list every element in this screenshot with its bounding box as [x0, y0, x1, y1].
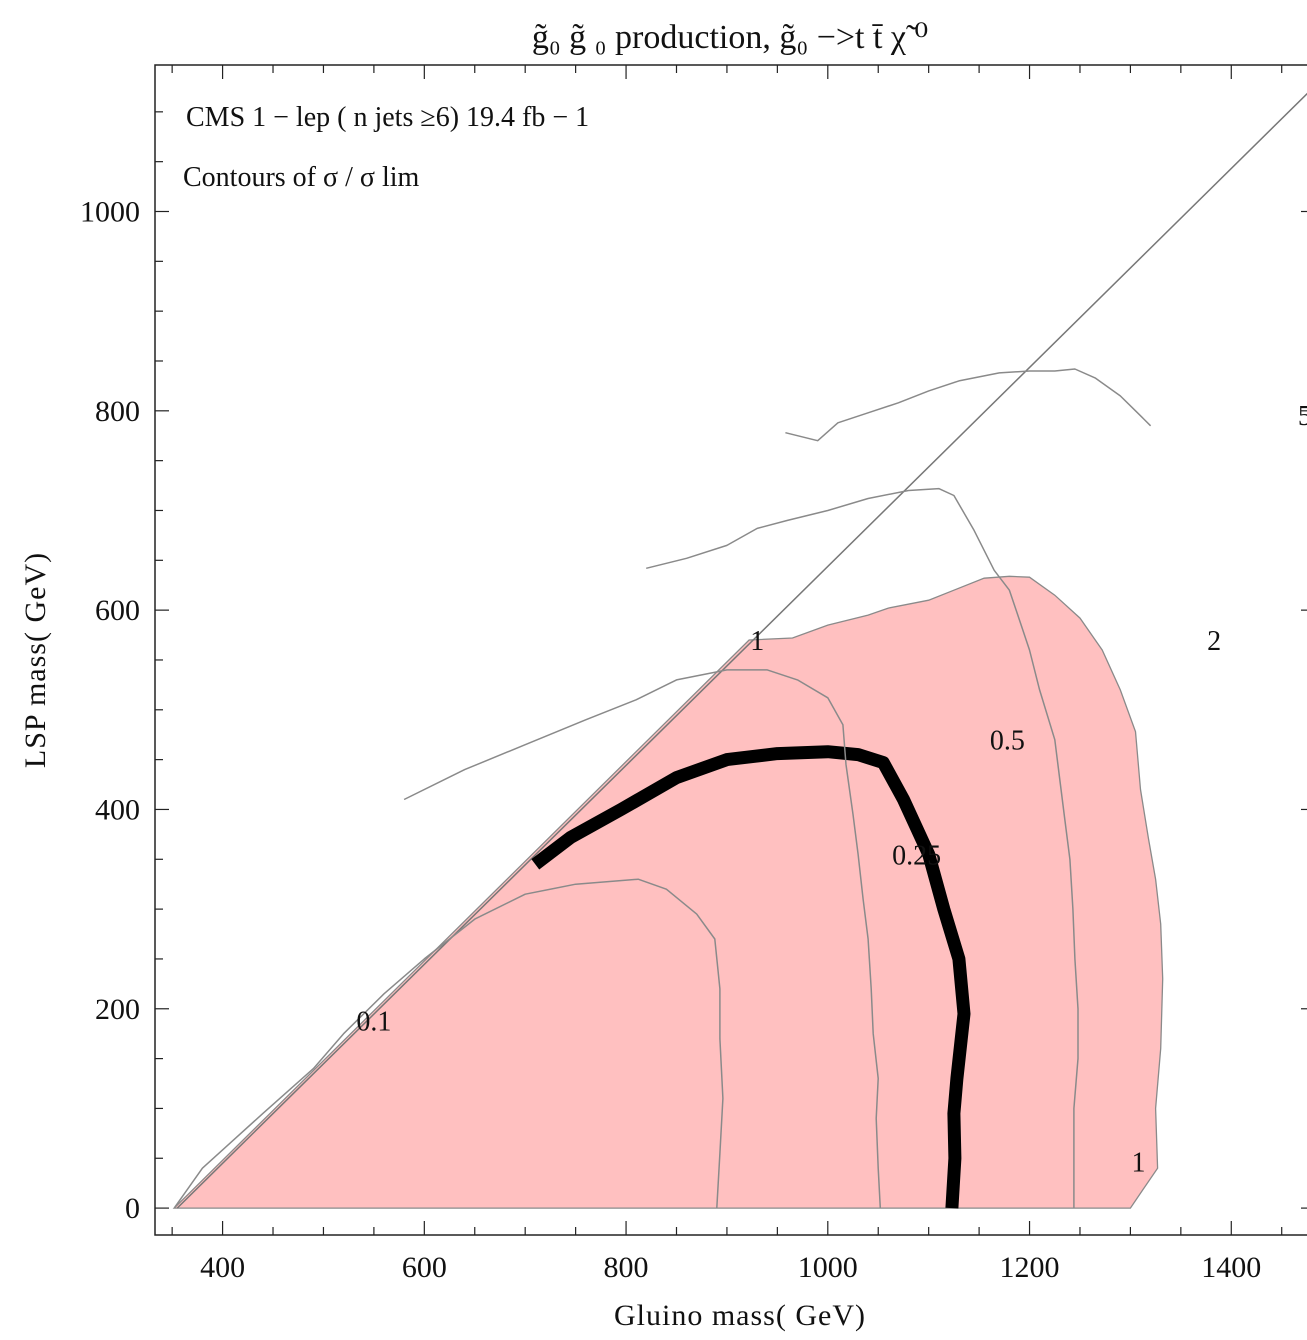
y-tick-label: 400: [95, 793, 140, 826]
x-tick-label: 600: [402, 1251, 447, 1284]
contour-line-0-1: [173, 878, 724, 1209]
contour-line-5: [785, 368, 1152, 442]
excluded-region: [172, 575, 1164, 1209]
contour-line-0-5: [403, 669, 882, 1209]
y-tick-label: 1000: [80, 195, 140, 228]
contour-label: 5: [1298, 401, 1307, 432]
y-axis-title: LSP mass( GeV): [19, 552, 52, 768]
contour-label: 2: [1207, 626, 1221, 657]
x-tick-label: 800: [604, 1251, 649, 1284]
kinematic-diagonal-line: [176, 92, 1307, 1209]
y-tick-label: 200: [95, 993, 140, 1026]
axes: 400 600 800 1000 1200 1400 0 200 400 600 800 1000: [80, 65, 1307, 1284]
contour-label: 1: [1131, 1147, 1145, 1178]
contour-label: 0.5: [990, 726, 1025, 757]
contour-line-0-25: [531, 745, 971, 1209]
y-tick-label: 0: [125, 1192, 140, 1225]
x-tick-label: 1000: [798, 1251, 858, 1284]
plot-frame: [154, 64, 1307, 1236]
x-tick-label: 1200: [1000, 1251, 1060, 1284]
annotation-experiment: CMS 1 − lep ( n jets ≥6) 19.4 fb − 1: [186, 102, 589, 133]
contour-line-2: [646, 487, 1079, 1209]
y-tick-label: 800: [95, 395, 140, 428]
contour-label: 0.25: [892, 840, 941, 871]
x-tick-label: 1400: [1201, 1251, 1261, 1284]
annotation-contours: Contours of σ / σ lim: [183, 162, 420, 193]
x-tick-label: 400: [200, 1251, 245, 1284]
y-tick-label: 600: [95, 594, 140, 627]
x-axis-title: Gluino mass( GeV): [614, 1299, 866, 1332]
contour-label: 1: [750, 626, 764, 657]
chart-title: g̃₀ g̃ ₀ production, g̃₀ −>t t̄ χ̃ ⁰: [532, 19, 928, 56]
plot-area: 1 2 5 0.5 0.25 0.1 1: [172, 92, 1307, 1209]
contour-label: 0.1: [356, 1007, 391, 1038]
